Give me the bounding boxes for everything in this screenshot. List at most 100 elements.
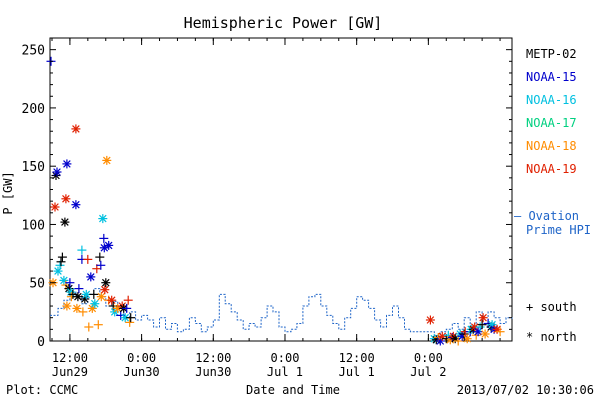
point-noaa-15-south (65, 278, 75, 288)
point-noaa-16-north (53, 266, 63, 276)
marker-stroke (91, 299, 99, 308)
x-tick-label-time: 12:00 (339, 351, 375, 365)
point-noaa-18-north (72, 303, 82, 313)
point-noaa-18-south (495, 327, 505, 337)
point-noaa-18-south (78, 307, 88, 317)
x-tick-label-date: Jun30 (124, 365, 160, 379)
point-noaa-15-north (104, 240, 114, 250)
point-metp-02-north (101, 278, 111, 288)
marker-stroke (107, 296, 116, 304)
marker-stroke (73, 304, 81, 313)
point-metp-02-south (57, 252, 67, 262)
point-metp-02-north (73, 292, 83, 302)
marker-stroke (74, 292, 82, 301)
point-metp-02-south (89, 289, 99, 299)
x-tick-label-time: 12:00 (195, 351, 231, 365)
marker-stroke (62, 195, 70, 203)
legend-entry-metp-02: METP-02 (526, 47, 577, 61)
point-noaa-19-north (478, 313, 488, 323)
plot-area (49, 37, 513, 342)
point-noaa-15-north (86, 272, 96, 282)
point-noaa-19-north (100, 285, 110, 295)
marker-stroke (63, 302, 71, 310)
point-noaa-18-south (93, 320, 103, 330)
marker-stroke (97, 292, 106, 301)
marker-stroke (426, 316, 435, 324)
marker-stroke (72, 200, 80, 209)
x-tick-label-date: Jun30 (195, 365, 231, 379)
y-tick-label: 100 (22, 218, 45, 233)
point-noaa-18-north (102, 155, 112, 165)
x-tick-label-date: Jul 1 (339, 365, 375, 379)
point-noaa-18-south (453, 336, 463, 346)
plot-frame (49, 37, 513, 342)
marker-stroke (481, 330, 489, 338)
point-noaa-15-north (52, 167, 62, 177)
marker-stroke (53, 168, 61, 176)
point-noaa-15-north (71, 200, 81, 210)
legend: METP-02 NOAA-15 NOAA-16 NOAA-17 NOAA-18 NOAA-… (514, 47, 591, 344)
point-noaa-18-north (87, 303, 97, 313)
point-noaa-16-north (90, 299, 100, 309)
point-metp-02-south (126, 313, 136, 323)
point-metp-02-south (56, 257, 66, 267)
y-axis-label: P [GW] (1, 171, 15, 214)
point-noaa-16-north (98, 214, 108, 224)
y-tick-label: 150 (22, 160, 45, 175)
point-noaa-15-north (473, 327, 483, 337)
marker-stroke (72, 125, 80, 133)
chart-title: Hemispheric Power [GW] (184, 14, 383, 32)
x-tick-label-date: Jul 2 (410, 365, 446, 379)
marker-stroke (101, 285, 109, 294)
axes: 05010015020025012:00Jun290:00Jun3012:00J… (22, 38, 512, 379)
point-noaa-16-north (59, 275, 69, 285)
marker-stroke (99, 214, 107, 223)
point-metp-02-south (95, 252, 105, 262)
point-noaa-18-south (125, 317, 135, 327)
point-noaa-18-north (96, 292, 106, 302)
marker-stroke (103, 156, 111, 165)
marker-stroke (438, 332, 447, 341)
x-tick-label-date: Jun29 (52, 365, 88, 379)
marker-stroke (65, 284, 73, 293)
marker-stroke (87, 273, 95, 281)
footer-timestamp: 2013/07/02 10:30:06 (457, 383, 594, 397)
marker-stroke (102, 278, 110, 287)
marker-stroke (60, 276, 68, 285)
footer-plot-credit: Plot: CCMC (6, 383, 78, 397)
legend-ovation-line1: — Ovation (514, 209, 579, 223)
legend-marker-south: + south (526, 300, 577, 314)
point-noaa-19-south (123, 295, 133, 305)
point-noaa-15-south (96, 260, 106, 270)
point-metp-02-north (80, 294, 90, 304)
point-noaa-19-north (50, 202, 60, 212)
marker-stroke (493, 325, 501, 334)
x-tick-label-time: 0:00 (271, 351, 300, 365)
ovation-series (50, 288, 513, 336)
marker-stroke (463, 334, 471, 343)
legend-ovation-line2: Prime HPI (526, 223, 591, 237)
point-noaa-19-north (425, 315, 435, 325)
marker-stroke (82, 290, 91, 299)
marker-stroke (51, 203, 59, 211)
marker-stroke (470, 323, 479, 331)
marker-stroke (81, 295, 89, 303)
marker-stroke (488, 320, 496, 329)
point-noaa-19-south (83, 254, 93, 264)
point-metp-02-north (60, 217, 70, 227)
point-noaa-19-north (107, 295, 117, 305)
point-metp-02-south (477, 320, 487, 330)
point-noaa-18-south (84, 322, 94, 332)
point-noaa-15-south (99, 233, 109, 243)
point-noaa-19-north (71, 124, 81, 134)
point-metp-02-south (459, 329, 469, 339)
legend-entry-noaa-18: NOAA-18 (526, 139, 577, 153)
point-noaa-18-north (480, 329, 490, 339)
ovation-hpi-line (50, 288, 513, 336)
point-noaa-16-south (77, 245, 87, 255)
y-tick-label: 0 (37, 335, 45, 350)
point-noaa-19-north (470, 322, 480, 332)
legend-entry-noaa-15: NOAA-15 (526, 70, 577, 84)
y-tick-label: 50 (29, 277, 45, 292)
